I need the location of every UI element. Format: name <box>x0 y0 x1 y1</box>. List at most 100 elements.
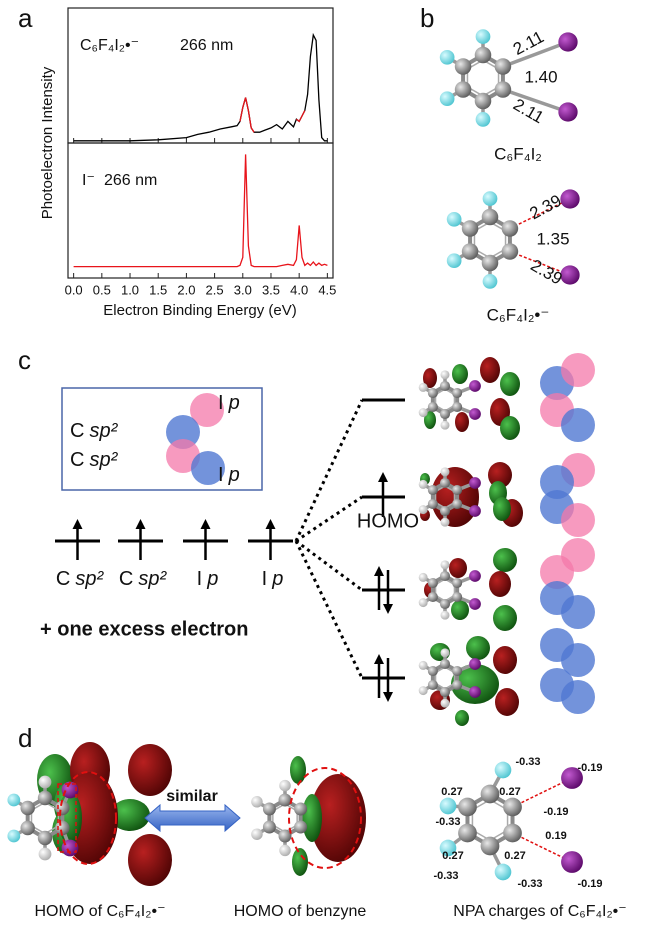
bond <box>509 198 571 230</box>
x-tick-label: 2.5 <box>206 282 224 297</box>
bond <box>509 250 571 276</box>
atom <box>427 577 438 589</box>
y-axis-label: Photoelectron Intensity <box>39 66 56 219</box>
orbital-lobe <box>540 465 574 499</box>
orbital-blob <box>493 605 517 631</box>
atom <box>452 577 463 589</box>
atom <box>469 686 481 698</box>
atom <box>37 830 53 846</box>
bond <box>512 777 573 808</box>
highlight-box <box>57 783 77 853</box>
atom <box>452 401 463 413</box>
atom <box>452 387 463 399</box>
x-tick-label: 1.5 <box>149 282 167 297</box>
orbital-blob <box>310 774 366 862</box>
npa-charge: -0.19 <box>577 878 602 890</box>
atom <box>20 800 35 816</box>
correlation-line <box>294 540 364 679</box>
orbital-lobe <box>561 353 595 387</box>
atom <box>561 767 583 789</box>
spectrum-line <box>239 97 306 133</box>
x-tick-label: 0.0 <box>65 282 83 297</box>
atom <box>452 484 463 496</box>
orbital-label-part: C <box>119 568 133 590</box>
atom <box>439 380 451 392</box>
atom <box>494 58 512 75</box>
atom <box>480 836 500 856</box>
spectrum-label: I⁻ <box>82 172 95 189</box>
x-axis-label: Electron Binding Energy (eV) <box>103 302 296 319</box>
atom <box>446 211 462 227</box>
atom <box>278 829 292 843</box>
atom <box>469 408 481 420</box>
atom <box>440 560 450 570</box>
atom <box>469 505 481 517</box>
atom <box>427 484 438 496</box>
atom <box>440 610 450 620</box>
atom <box>454 81 472 98</box>
orbital-label-part: I <box>197 568 203 590</box>
atom <box>458 797 477 817</box>
atom <box>55 820 70 836</box>
atom <box>427 679 438 691</box>
spin-arrow-head <box>378 472 388 482</box>
orbital-blob <box>493 548 517 572</box>
npa-charge: 0.27 <box>441 786 462 798</box>
orbital-blob <box>110 799 150 831</box>
orbital-label-part: C <box>70 449 84 471</box>
orbital-blob <box>455 710 469 726</box>
atom <box>418 598 428 608</box>
atom <box>469 570 481 582</box>
atom <box>440 370 450 380</box>
legend-box <box>61 387 263 491</box>
panel-label: d <box>18 723 32 753</box>
atom <box>469 598 481 610</box>
orbital-lobe <box>191 451 225 485</box>
spectrum-line <box>73 32 328 142</box>
panel-label: b <box>420 3 434 33</box>
atom <box>279 844 291 857</box>
orbital-label-part: p <box>228 464 240 486</box>
atom <box>38 775 52 789</box>
orbital-lobe <box>166 415 200 449</box>
atom <box>474 92 492 110</box>
atom <box>427 401 438 413</box>
plot-frame <box>67 142 334 279</box>
homo-label: HOMO <box>357 510 419 532</box>
atom <box>251 796 263 808</box>
atom <box>501 243 519 260</box>
atom <box>440 698 450 708</box>
x-tick-label: 2.0 <box>177 282 195 297</box>
spin-arrow-head <box>265 519 276 529</box>
atom <box>480 784 500 804</box>
x-tick-label: 4.0 <box>290 282 308 297</box>
atom <box>458 823 477 843</box>
orbital-blob <box>451 600 469 620</box>
orbital-label-part: p <box>228 392 240 414</box>
atom <box>469 477 481 489</box>
atom <box>558 102 578 122</box>
highlight-circle <box>59 771 117 865</box>
atom <box>475 112 491 127</box>
spin-arrow-head <box>135 519 146 529</box>
correlation-line <box>294 399 364 542</box>
atom <box>418 505 428 515</box>
atom <box>440 467 450 477</box>
atom <box>503 823 522 843</box>
atom <box>461 243 479 260</box>
npa-charge: 0.19 <box>545 830 566 842</box>
atom <box>427 591 438 603</box>
atom <box>439 797 457 815</box>
orbital-label-part: I <box>218 464 224 486</box>
correlation-line <box>295 539 363 592</box>
spectrum-label: C₆F₄I₂•⁻ <box>80 37 139 54</box>
bond-length: 1.35 <box>536 229 569 248</box>
atom <box>439 570 451 582</box>
orbital-blob <box>480 357 500 383</box>
atom <box>439 505 451 517</box>
orbital-lobe <box>561 680 595 714</box>
atom <box>503 797 522 817</box>
orbital-blob <box>452 364 468 384</box>
